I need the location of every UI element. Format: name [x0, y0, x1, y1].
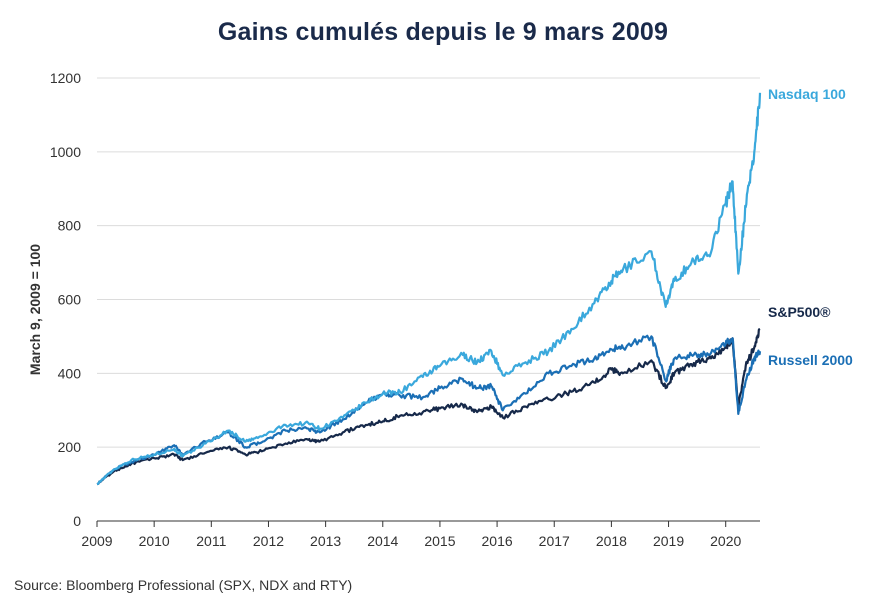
- x-tick-label: 2016: [482, 533, 513, 549]
- series-label: Nasdaq 100: [768, 86, 846, 102]
- chart-title: Gains cumulés depuis le 9 mars 2009: [217, 18, 669, 46]
- x-tick-label: 2018: [596, 533, 627, 549]
- source-note: Source: Bloomberg Professional (SPX, NDX…: [14, 577, 353, 593]
- y-tick-label: 1200: [50, 70, 81, 86]
- y-tick-label: 400: [58, 365, 82, 381]
- series-line: [96, 334, 762, 486]
- x-tick-label: 2009: [81, 533, 112, 549]
- series-label: S&P500®: [768, 304, 831, 320]
- x-tick-label: 2010: [139, 533, 170, 549]
- x-tick-label: 2013: [310, 533, 341, 549]
- y-tick-label: 600: [58, 292, 82, 308]
- grid-lines: [97, 77, 760, 448]
- y-tick-label: 1000: [50, 144, 81, 160]
- series-line: [96, 92, 762, 486]
- x-tick-label: 2015: [424, 533, 455, 549]
- series-labels: Nasdaq 100 S&P500® Russell 2000: [768, 86, 853, 368]
- y-axis-ticks: 0 200 400 600 800 1000 1200: [50, 70, 81, 529]
- series-label: Russell 2000: [768, 352, 853, 368]
- y-tick-label: 800: [58, 218, 82, 234]
- y-tick-label: 0: [73, 513, 81, 529]
- series-lines: [96, 92, 762, 486]
- series-line: [96, 328, 761, 486]
- x-axis-ticks: 2009 2010 2011 2012 2013 2014 2015 2016 2017 2018…: [81, 521, 741, 549]
- y-axis-label: March 9, 2009 = 100: [27, 244, 43, 375]
- y-tick-label: 200: [58, 439, 82, 455]
- x-tick-label: 2011: [196, 533, 226, 549]
- x-tick-label: 2020: [710, 533, 741, 549]
- x-tick-label: 2014: [367, 533, 398, 549]
- x-tick-label: 2012: [253, 533, 284, 549]
- x-tick-label: 2019: [653, 533, 684, 549]
- x-tick-label: 2017: [539, 533, 570, 549]
